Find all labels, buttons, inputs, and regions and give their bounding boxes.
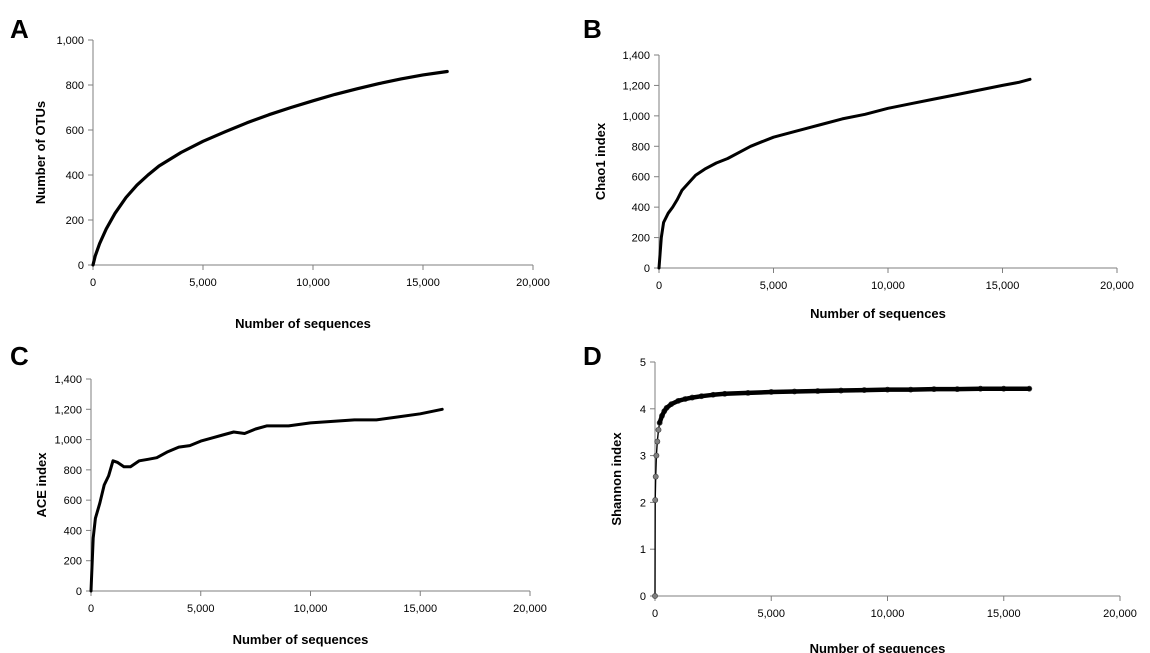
y-tick-label: 1,000 xyxy=(622,111,650,123)
y-tick-label: 600 xyxy=(64,495,82,507)
y-tick-label: 200 xyxy=(632,233,650,245)
chart-panel-b: B 0 200 400 600 800 1,000 1,200 1,400 0 5,000 10,00… xyxy=(583,14,1134,321)
x-tick-label: 20,000 xyxy=(1100,280,1134,292)
x-tick-label: 5,000 xyxy=(189,277,217,289)
y-tick-label: 3 xyxy=(640,451,646,463)
y-tick-label: 200 xyxy=(64,556,82,568)
y-tick-label: 400 xyxy=(66,170,84,182)
x-tick-label: 5,000 xyxy=(760,280,788,292)
y-tick-label: 800 xyxy=(66,80,84,92)
panel-label-a: A xyxy=(10,14,29,44)
data-point xyxy=(655,426,662,433)
panel-label-d: D xyxy=(583,341,602,371)
y-tick-label: 1,400 xyxy=(54,374,82,386)
panel-label-c: C xyxy=(10,341,29,371)
y-tick-label: 0 xyxy=(644,263,650,275)
x-axis-title: Number of sequences xyxy=(810,641,946,653)
y-tick-label: 1,000 xyxy=(54,435,82,447)
x-tick-label: 15,000 xyxy=(987,608,1021,620)
y-tick-label: 0 xyxy=(78,260,84,272)
panel-label-b: B xyxy=(583,14,602,44)
chart-panel-d: D 0 1 2 3 4 5 0 5,000 10,000 15,000 20,000 Number of… xyxy=(583,341,1137,653)
y-tick-label: 4 xyxy=(640,404,646,416)
y-axis-title: ACE index xyxy=(34,452,49,518)
x-tick-label: 0 xyxy=(88,603,94,615)
x-tick-label: 15,000 xyxy=(406,277,440,289)
series-line-c xyxy=(89,407,444,593)
series-line-d xyxy=(654,388,1031,597)
data-point xyxy=(653,452,660,459)
y-tick-label: 2 xyxy=(640,497,646,509)
series-line-b xyxy=(657,77,1032,270)
series-line-a xyxy=(91,69,449,267)
y-tick-label: 1,400 xyxy=(622,50,650,62)
x-axis-title: Number of sequences xyxy=(235,316,371,331)
y-tick-label: 5 xyxy=(640,357,646,369)
x-axis-title: Number of sequences xyxy=(810,306,946,321)
chart-panel-a: A 0 200 400 600 800 1,000 0 5,000 10,000 15,000 20,… xyxy=(10,14,550,331)
x-tick-label: 0 xyxy=(90,277,96,289)
x-tick-label: 20,000 xyxy=(1103,608,1137,620)
data-point xyxy=(654,438,661,445)
y-tick-label: 800 xyxy=(64,465,82,477)
x-tick-label: 10,000 xyxy=(294,603,328,615)
y-tick-label: 400 xyxy=(632,202,650,214)
x-tick-label: 20,000 xyxy=(513,603,547,615)
y-axis-title: Number of OTUs xyxy=(33,101,48,204)
y-tick-label: 600 xyxy=(66,125,84,137)
y-tick-label: 200 xyxy=(66,215,84,227)
x-tick-label: 10,000 xyxy=(296,277,330,289)
series-marker-band-d xyxy=(657,386,1032,426)
y-tick-label: 0 xyxy=(640,591,646,603)
x-tick-label: 10,000 xyxy=(871,280,905,292)
y-tick-label: 600 xyxy=(632,172,650,184)
x-tick-label: 10,000 xyxy=(871,608,905,620)
y-tick-label: 1,200 xyxy=(54,404,82,416)
y-tick-label: 1 xyxy=(640,544,646,556)
y-axis-title: Shannon index xyxy=(609,432,624,526)
data-point xyxy=(652,593,658,599)
y-tick-label: 400 xyxy=(64,525,82,537)
x-axis-title: Number of sequences xyxy=(233,632,369,647)
x-tick-label: 20,000 xyxy=(516,277,550,289)
x-tick-label: 5,000 xyxy=(187,603,215,615)
y-tick-label: 800 xyxy=(632,141,650,153)
data-point xyxy=(652,497,659,503)
y-tick-label: 1,000 xyxy=(56,35,84,47)
x-tick-label: 0 xyxy=(652,608,658,620)
data-point xyxy=(652,473,659,480)
x-tick-label: 5,000 xyxy=(757,608,785,620)
y-tick-label: 0 xyxy=(76,586,82,598)
chart-panel-c: C 0 200 400 600 800 1,000 1,200 1,400 0 5,000 10,00… xyxy=(10,341,547,647)
x-tick-label: 15,000 xyxy=(986,280,1020,292)
y-axis-title: Chao1 index xyxy=(593,122,608,200)
x-tick-label: 0 xyxy=(656,280,662,292)
x-tick-label: 15,000 xyxy=(403,603,437,615)
y-tick-label: 1,200 xyxy=(622,80,650,92)
